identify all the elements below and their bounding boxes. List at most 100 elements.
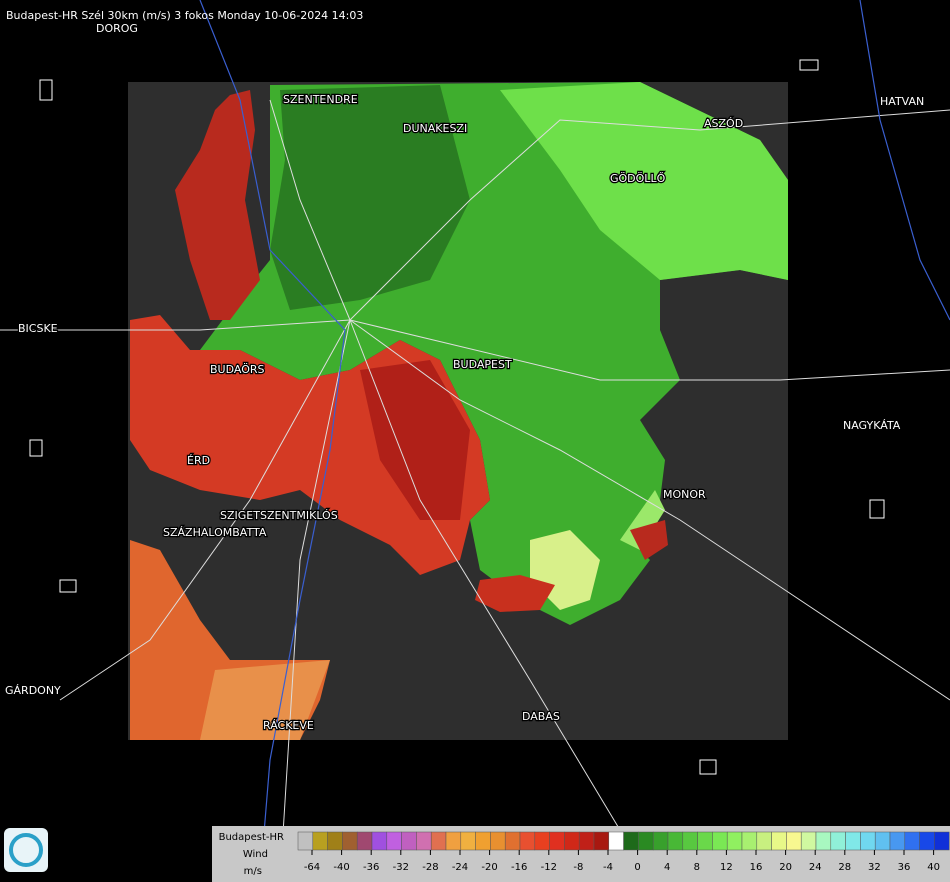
radar-echo-lightorange — [200, 660, 330, 740]
legend-swatch — [845, 831, 861, 851]
radar-echo-lightgreen — [500, 82, 788, 280]
legend-title: Budapest-HR — [219, 832, 284, 843]
place-label: MONOR — [663, 488, 706, 501]
legend-swatch — [430, 831, 447, 851]
map-title: Budapest-HR Szél 30km (m/s) 3 fokos Mond… — [6, 9, 363, 22]
legend-swatch — [578, 831, 595, 851]
place-label: GÖDÖLLŐ — [610, 171, 666, 185]
legend-swatch — [919, 831, 935, 851]
legend-tick-label: -40 — [333, 862, 349, 873]
place-label: ASZÓD — [704, 117, 743, 130]
legend-swatch — [682, 831, 698, 851]
legend-swatch — [416, 831, 432, 851]
legend-tick-label: 4 — [664, 862, 670, 873]
legend-tick-label: 28 — [838, 862, 851, 873]
legend-tick-label: -12 — [541, 862, 557, 873]
place-label: SZENTENDRE — [283, 93, 358, 106]
legend-swatch — [297, 831, 314, 851]
legend-swatch — [490, 831, 506, 851]
legend-swatch — [608, 831, 624, 851]
radar-echo-red — [630, 520, 668, 560]
legend-swatch — [860, 831, 876, 851]
legend-tick-label: 8 — [694, 862, 700, 873]
legend-tick-label: -64 — [304, 862, 320, 873]
legend-swatch — [460, 831, 476, 851]
legend-swatch — [371, 831, 388, 851]
legend-tick-label: 36 — [898, 862, 911, 873]
legend-tick-label: -8 — [573, 862, 583, 873]
legend-tick-label: 40 — [927, 862, 940, 873]
legend-swatch — [593, 831, 610, 851]
roads — [0, 99, 950, 882]
legend-tick-label: -28 — [422, 862, 438, 873]
legend-swatch — [874, 831, 891, 851]
legend-swatch — [712, 831, 728, 851]
legend-tick-label: 24 — [809, 862, 822, 873]
legend-swatch — [327, 831, 343, 851]
legend-tick-label: -36 — [363, 862, 379, 873]
legend-swatch — [904, 831, 920, 851]
legend-tick-label: -32 — [393, 862, 409, 873]
legend-tick-label: 12 — [720, 862, 733, 873]
settlement-outlines — [29, 59, 885, 775]
place-label: SZÁZHALOMBATTA — [163, 526, 267, 539]
legend-swatch — [401, 831, 417, 851]
place-label: BUDAPEST — [453, 358, 512, 371]
radar-echo-red — [475, 575, 555, 612]
place-label: DUNAKESZI — [403, 122, 467, 135]
rivers — [199, 0, 950, 882]
radar-echo-red — [175, 90, 260, 320]
radar-echo-darkgreen — [270, 85, 470, 310]
legend-swatch — [652, 831, 669, 851]
legend-swatch — [889, 831, 906, 851]
legend-tick-label: -16 — [511, 862, 527, 873]
legend-tick-label: 32 — [868, 862, 881, 873]
legend-swatch — [800, 831, 817, 851]
legend-swatch — [519, 831, 536, 851]
legend-swatch — [623, 831, 639, 851]
legend-swatch — [534, 831, 550, 851]
legend-tick-label: -24 — [452, 862, 468, 873]
legend-swatch — [786, 831, 802, 851]
legend-swatch — [815, 831, 832, 851]
place-label: ÉRD — [187, 454, 210, 467]
legend-swatch — [386, 831, 402, 851]
legend-swatch — [638, 831, 654, 851]
legend-swatch — [312, 831, 328, 851]
legend-tick-label: -4 — [603, 862, 613, 873]
legend-swatch — [342, 831, 358, 851]
legend-swatch — [667, 831, 684, 851]
place-label: DABAS — [522, 710, 560, 723]
place-label: RÁCKEVE — [263, 719, 314, 732]
place-label: BUDAÖRS — [210, 363, 265, 376]
legend-swatch — [771, 831, 787, 851]
legend-tick-label: -20 — [481, 862, 497, 873]
legend-swatch — [830, 831, 846, 851]
place-label: GÁRDONY — [5, 684, 61, 697]
legend-ticks: -64 -40 -36 -32 -28 -24 -20 -16 -12 -8 -4 0 4 8 12 16 20… — [304, 850, 940, 873]
place-label: BICSKE — [18, 322, 58, 335]
legend-swatch — [741, 831, 758, 851]
legend-swatch — [564, 831, 580, 851]
legend-swatches — [297, 831, 950, 851]
legend-title: Wind — [243, 849, 268, 860]
legend-swatch — [726, 831, 743, 851]
place-label: NAGYKÁTA — [843, 419, 901, 432]
legend-swatch — [934, 831, 950, 851]
legend-swatch — [504, 831, 521, 851]
place-label: SZIGETSZENTMIKLÓS — [220, 509, 338, 522]
radar-echo-darkred — [360, 360, 470, 520]
legend-title: m/s — [244, 866, 262, 877]
place-label: DOROG — [96, 22, 138, 35]
legend-swatch — [756, 831, 772, 851]
legend-tick-label: 20 — [779, 862, 792, 873]
legend-tick-label: 0 — [634, 862, 640, 873]
legend-swatch — [475, 831, 491, 851]
legend-swatch — [445, 831, 462, 851]
legend-swatch — [549, 831, 565, 851]
place-label: HATVAN — [880, 95, 924, 108]
legend-swatch — [356, 831, 373, 851]
logo-swirl — [9, 833, 43, 867]
